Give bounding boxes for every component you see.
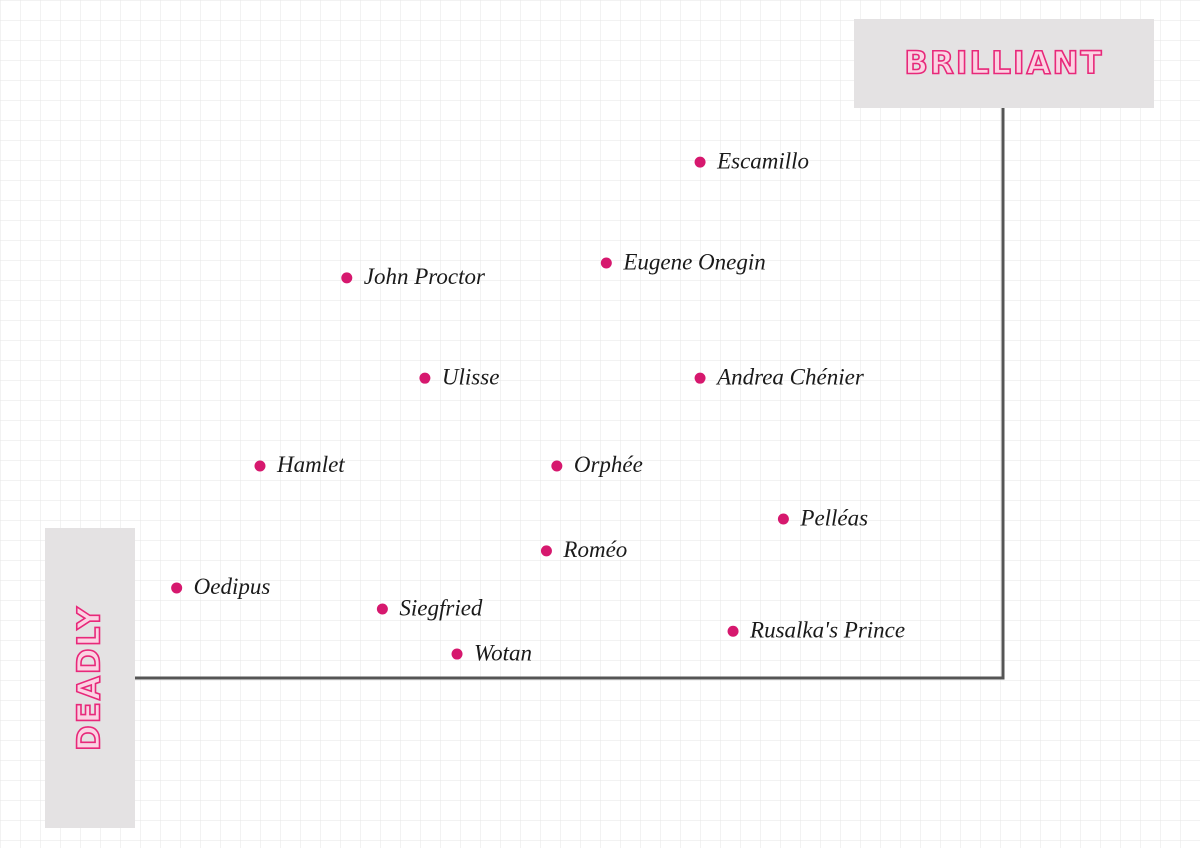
point <box>600 257 612 269</box>
point <box>777 513 789 525</box>
point <box>540 545 552 557</box>
point <box>451 648 463 660</box>
y-label-box <box>854 19 1154 108</box>
point-label: Rusalka's Prince <box>749 618 905 643</box>
point-label: Roméo <box>562 537 627 562</box>
x-axis-label: DEADLY <box>72 605 108 751</box>
y-axis-label: BRILLIANT <box>904 46 1103 82</box>
point <box>694 372 706 384</box>
point <box>727 625 739 637</box>
point <box>171 582 183 594</box>
axis-line <box>135 108 1005 680</box>
point <box>341 272 353 284</box>
point-label: Andrea Chénier <box>715 364 865 389</box>
point-label: Pelléas <box>799 505 868 530</box>
point-label: Escamillo <box>716 148 809 173</box>
point-label: Oedipus <box>194 574 271 599</box>
point-label: John Proctor <box>364 264 486 289</box>
point <box>254 460 266 472</box>
point-label: Siegfried <box>399 595 483 620</box>
point-label: Eugene Onegin <box>622 249 765 274</box>
point-label: Hamlet <box>276 452 345 477</box>
point <box>694 156 706 168</box>
point-label: Orphée <box>574 452 643 477</box>
point <box>551 460 563 472</box>
point <box>419 372 431 384</box>
x-label-box <box>45 528 135 828</box>
point <box>376 603 388 615</box>
point-label: Ulisse <box>442 364 500 389</box>
point-label: Wotan <box>474 640 532 665</box>
